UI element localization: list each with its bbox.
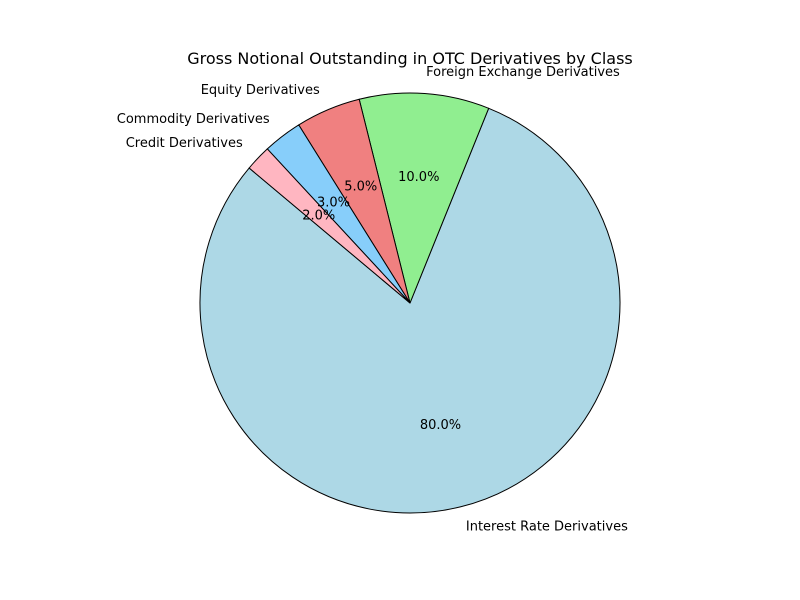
slice-percent-equity-derivatives: 5.0% [344, 180, 377, 195]
slice-label-foreign-exchange-derivatives: Foreign Exchange Derivatives [426, 65, 620, 80]
slice-label-commodity-derivatives: Commodity Derivatives [117, 112, 270, 127]
slice-percent-commodity-derivatives: 3.0% [317, 195, 350, 210]
pie-percent-labels: 80.0% 10.0% 5.0%3.0%2.0% [302, 170, 461, 433]
slice-percent-credit-derivatives: 2.0% [302, 209, 335, 224]
pie-slice-foreign-exchange-derivatives [358, 92, 490, 304]
slice-percent-interest-rate-derivatives: 80.0% [420, 418, 461, 433]
chart-title: Gross Notional Outstanding in OTC Deriva… [187, 49, 633, 68]
pie-labels: Interest Rate Derivatives Foreign Exchang… [117, 65, 628, 535]
pie-slice-interest-rate-derivatives [199, 107, 621, 514]
slice-label-equity-derivatives: Equity Derivatives [201, 83, 320, 98]
pie-slices [199, 92, 621, 514]
slice-percent-foreign-exchange-derivatives: 10.0% [398, 170, 439, 185]
slice-label-credit-derivatives: Credit Derivatives [126, 136, 243, 151]
pie-slice-credit-derivatives [248, 148, 411, 304]
slice-label-interest-rate-derivatives: Interest Rate Derivatives [466, 520, 628, 535]
